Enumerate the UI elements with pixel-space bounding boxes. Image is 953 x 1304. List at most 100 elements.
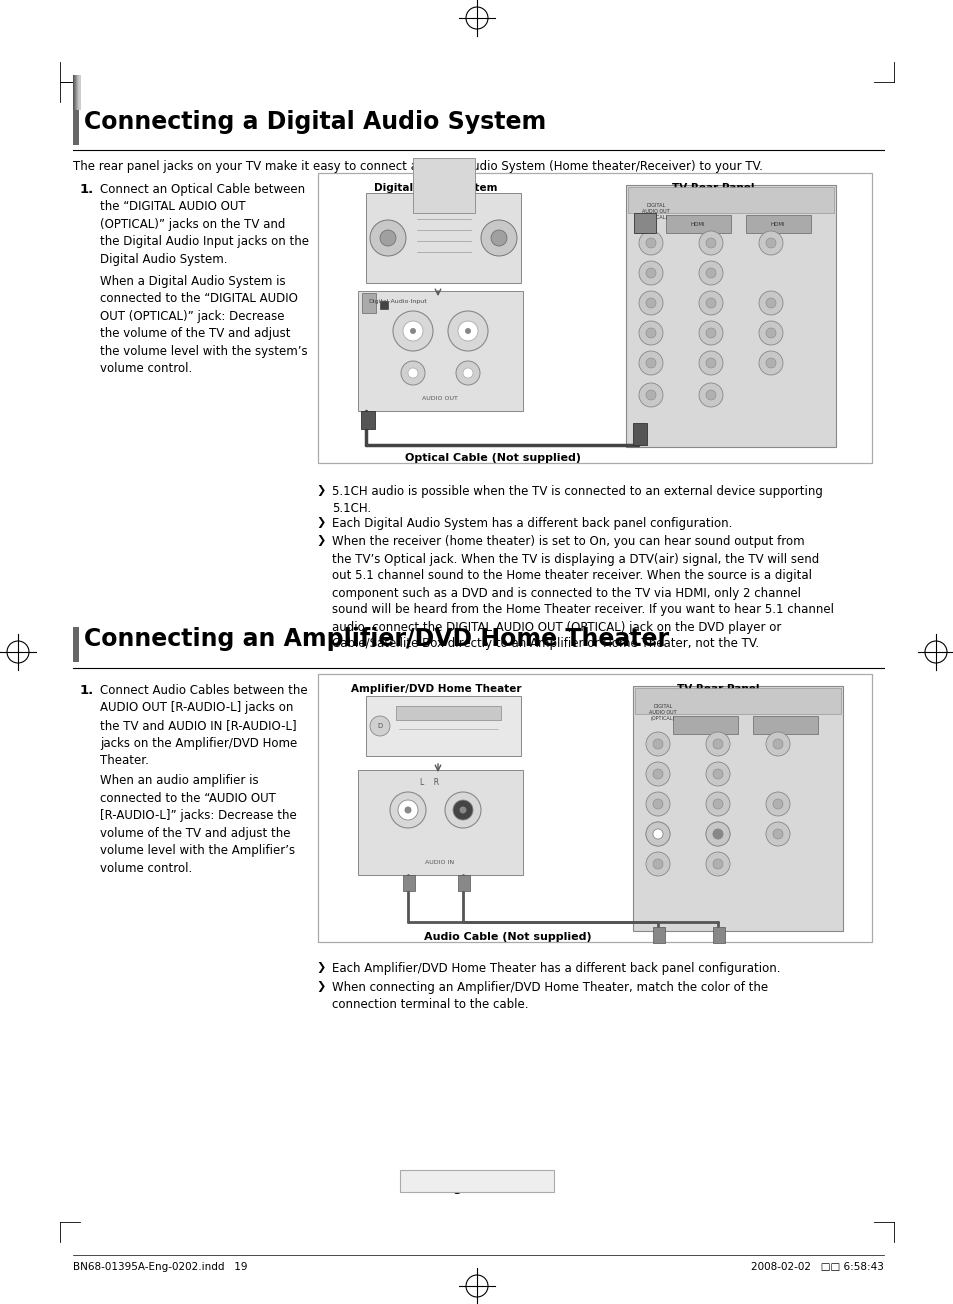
Bar xyxy=(357,769,522,875)
Circle shape xyxy=(652,859,662,868)
Circle shape xyxy=(645,359,656,368)
Bar xyxy=(73,76,75,110)
Circle shape xyxy=(772,829,782,838)
Text: Connecting a Digital Audio System: Connecting a Digital Audio System xyxy=(84,110,546,134)
Circle shape xyxy=(765,792,789,816)
Circle shape xyxy=(705,239,716,248)
Bar xyxy=(74,76,76,110)
Circle shape xyxy=(712,829,722,838)
Bar xyxy=(361,293,375,313)
Text: The rear panel jacks on your TV make it easy to connect a Digital Audio System (: The rear panel jacks on your TV make it … xyxy=(73,160,762,173)
Bar xyxy=(379,301,388,309)
Text: 1.: 1. xyxy=(80,685,94,698)
Bar xyxy=(76,76,78,110)
Text: AUDIO OUT: AUDIO OUT xyxy=(421,396,457,402)
Text: Digital Audio System: Digital Audio System xyxy=(374,183,497,193)
Circle shape xyxy=(765,239,775,248)
Circle shape xyxy=(645,239,656,248)
Circle shape xyxy=(448,310,488,351)
Bar xyxy=(73,76,75,110)
Circle shape xyxy=(462,368,473,378)
Circle shape xyxy=(712,829,722,838)
Bar xyxy=(77,76,79,110)
Bar xyxy=(625,185,835,447)
Circle shape xyxy=(705,732,729,756)
Circle shape xyxy=(645,822,669,846)
Circle shape xyxy=(645,329,656,338)
Text: HDMI: HDMI xyxy=(690,223,704,227)
Bar xyxy=(395,705,500,720)
Circle shape xyxy=(639,383,662,407)
Bar xyxy=(366,696,520,756)
Circle shape xyxy=(645,732,669,756)
Circle shape xyxy=(410,329,416,334)
Bar xyxy=(74,76,76,110)
Text: HDMI: HDMI xyxy=(770,223,784,227)
Text: 5.1CH audio is possible when the TV is connected to an external device supportin: 5.1CH audio is possible when the TV is c… xyxy=(332,485,822,515)
Bar xyxy=(633,422,646,445)
Circle shape xyxy=(370,716,390,735)
Bar xyxy=(712,927,724,943)
Bar xyxy=(74,76,76,110)
Bar xyxy=(413,158,475,213)
Text: When a Digital Audio System is
connected to the “DIGITAL AUDIO
OUT (OPTICAL)” ja: When a Digital Audio System is connected… xyxy=(100,275,307,376)
Circle shape xyxy=(480,220,517,256)
Circle shape xyxy=(705,762,729,786)
Bar xyxy=(77,76,79,110)
Circle shape xyxy=(699,351,722,376)
Bar xyxy=(457,875,470,891)
Circle shape xyxy=(699,383,722,407)
Bar xyxy=(78,76,80,110)
Circle shape xyxy=(402,321,422,342)
Circle shape xyxy=(645,852,669,876)
Text: TV Rear Panel: TV Rear Panel xyxy=(676,685,759,694)
Bar xyxy=(78,76,80,110)
Bar xyxy=(75,76,77,110)
Bar xyxy=(73,76,75,110)
Bar xyxy=(75,76,77,110)
Circle shape xyxy=(652,829,662,838)
Bar xyxy=(633,686,842,931)
Text: Audio Cable (Not supplied): Audio Cable (Not supplied) xyxy=(424,932,591,941)
Circle shape xyxy=(705,852,729,876)
Text: DIGITAL
AUDIO OUT
(OPTICAL): DIGITAL AUDIO OUT (OPTICAL) xyxy=(648,704,676,721)
Circle shape xyxy=(705,269,716,278)
Circle shape xyxy=(765,299,775,308)
Circle shape xyxy=(645,792,669,816)
Bar xyxy=(76,76,78,110)
Circle shape xyxy=(705,792,729,816)
Bar xyxy=(73,76,75,110)
Circle shape xyxy=(759,231,782,256)
Bar xyxy=(74,76,76,110)
Circle shape xyxy=(765,822,789,846)
Circle shape xyxy=(705,822,729,846)
Circle shape xyxy=(639,291,662,316)
Text: When the receiver (home theater) is set to On, you can hear sound output from
th: When the receiver (home theater) is set … xyxy=(332,536,833,651)
Bar xyxy=(76,76,78,110)
Circle shape xyxy=(765,359,775,368)
Bar xyxy=(402,875,415,891)
Bar xyxy=(317,674,871,941)
Bar xyxy=(75,76,77,110)
Circle shape xyxy=(712,769,722,778)
Bar xyxy=(745,215,810,233)
Bar xyxy=(78,76,81,110)
Circle shape xyxy=(652,829,662,838)
Bar xyxy=(75,76,77,110)
Circle shape xyxy=(705,822,729,846)
Text: BN68-01395A-Eng-0202.indd   19: BN68-01395A-Eng-0202.indd 19 xyxy=(73,1262,247,1271)
Bar xyxy=(78,76,80,110)
Bar xyxy=(73,76,76,110)
Text: 1.: 1. xyxy=(80,183,94,196)
Bar xyxy=(635,689,841,715)
Bar xyxy=(399,1170,554,1192)
Circle shape xyxy=(712,739,722,748)
Text: Optical Cable (Not supplied): Optical Cable (Not supplied) xyxy=(405,452,580,463)
Bar xyxy=(366,193,520,283)
Text: ❯: ❯ xyxy=(315,962,325,973)
Text: L    R: L R xyxy=(420,778,439,788)
Circle shape xyxy=(652,769,662,778)
Text: When connecting an Amplifier/DVD Home Theater, match the color of the
connection: When connecting an Amplifier/DVD Home Th… xyxy=(332,981,767,1011)
Bar xyxy=(77,76,79,110)
Circle shape xyxy=(705,299,716,308)
